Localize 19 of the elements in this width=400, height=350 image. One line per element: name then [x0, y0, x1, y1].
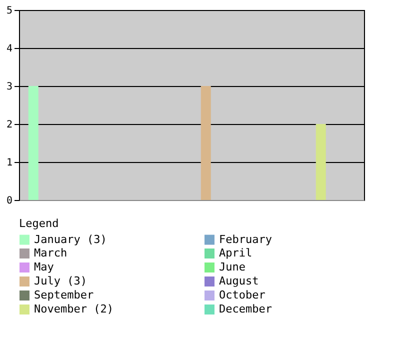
legend-label: April — [219, 246, 252, 260]
y-tick-label: 5 — [6, 6, 12, 16]
legend-label: July (3) — [34, 274, 87, 288]
y-tick-label: 0 — [6, 196, 12, 206]
legend-label: November (2) — [34, 302, 114, 316]
legend-label: June — [219, 260, 246, 274]
y-tick-label: 3 — [6, 82, 12, 92]
y-tick-label: 4 — [6, 44, 12, 54]
legend-label: August — [219, 274, 259, 288]
y-tick-label: 2 — [6, 120, 12, 130]
legend-label: January (3) — [34, 232, 107, 246]
legend-label: December — [219, 302, 272, 316]
legend-label: May — [34, 260, 54, 274]
legend-label: March — [34, 246, 68, 260]
legend-label: October — [219, 288, 266, 302]
legend-label: September — [34, 288, 94, 302]
legend-label: February — [219, 232, 272, 246]
y-tick-label: 1 — [6, 158, 12, 168]
legend-title: Legend — [19, 217, 59, 230]
